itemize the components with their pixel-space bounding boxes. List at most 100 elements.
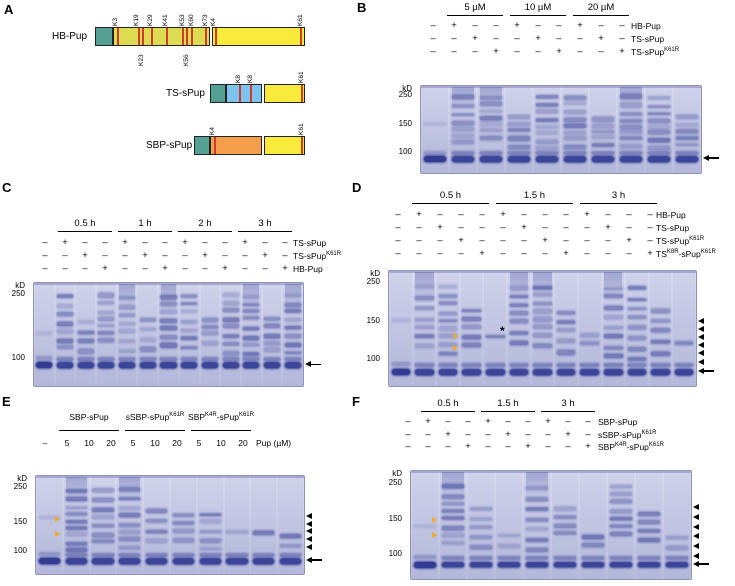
protein-band	[98, 362, 115, 369]
panel-f-label: F	[352, 394, 360, 409]
protein-band	[253, 553, 275, 557]
protein-band	[479, 95, 503, 100]
condition-sign: –	[598, 20, 604, 31]
condition-sign: +	[242, 237, 248, 248]
gel-lane	[578, 271, 601, 386]
condition-label: HB-Pup	[631, 21, 661, 31]
protein-band	[243, 316, 260, 320]
protein-band	[119, 553, 141, 557]
protein-band	[507, 136, 531, 141]
gel-lane	[390, 271, 412, 386]
protein-band	[619, 130, 643, 134]
lysine-label-top: K8	[234, 75, 242, 83]
condition-sign: +	[182, 237, 188, 248]
protein-band	[172, 513, 195, 517]
protein-band	[451, 121, 475, 125]
gel-lane	[221, 283, 240, 386]
protein-band	[181, 295, 198, 298]
protein-band	[160, 302, 177, 307]
group-underline	[59, 430, 119, 431]
protein-band	[263, 347, 280, 353]
condition-sign: +	[556, 46, 562, 57]
unmodified-protein-arrow	[703, 154, 720, 162]
condition-label: TS-sPupK61R	[293, 251, 341, 261]
protein-band	[563, 151, 587, 155]
protein-band	[415, 318, 434, 322]
protein-band	[556, 328, 576, 332]
condition-sign: –	[162, 237, 168, 248]
protein-band	[507, 122, 531, 126]
protein-band	[441, 484, 465, 489]
protein-band	[423, 156, 447, 163]
protein-band	[675, 143, 699, 146]
condition-sign: –	[514, 46, 520, 57]
protein-band	[469, 562, 493, 568]
condition-sign: –	[500, 248, 506, 259]
protein-band	[619, 119, 643, 123]
protein-band	[533, 285, 552, 290]
condition-sign: –	[525, 428, 531, 440]
protein-band	[497, 562, 521, 568]
protein-band	[36, 362, 53, 369]
protein-band	[181, 357, 198, 361]
protein-band	[604, 353, 623, 358]
protein-band	[525, 556, 549, 560]
arrow-tip	[693, 560, 699, 567]
group-underline	[125, 430, 185, 431]
protein-band	[553, 562, 577, 568]
protein-band	[284, 351, 301, 355]
protein-band	[201, 357, 218, 361]
protein-band	[139, 327, 156, 331]
label-superscript: K61R	[238, 412, 254, 419]
lysine-label-top: K4	[209, 18, 217, 26]
protein-band	[77, 339, 94, 344]
group-underline	[412, 203, 489, 204]
protein-band	[77, 357, 94, 361]
pupylated-band-arrowhead	[693, 523, 699, 530]
marker-150-kd: 150	[366, 315, 380, 325]
protein-band	[263, 323, 280, 328]
protein-band	[556, 321, 576, 324]
protein-band	[619, 94, 643, 99]
linker-segment	[113, 27, 210, 46]
highlight-arrowhead-yellow	[452, 332, 458, 339]
lane-concentration: 10	[216, 438, 226, 448]
condition-sign: –	[82, 263, 88, 274]
protein-band	[222, 293, 239, 298]
protein-band	[279, 558, 302, 564]
condition-sign: +	[222, 263, 228, 274]
protein-band	[181, 328, 198, 333]
lysine-label-top: K3	[111, 18, 119, 26]
protein-band	[462, 317, 481, 322]
gel-image-e	[35, 475, 305, 575]
protein-band	[65, 558, 87, 564]
protein-band	[591, 117, 615, 122]
protein-band	[651, 319, 670, 323]
condition-sign: –	[542, 248, 548, 259]
condition-sign: –	[563, 235, 569, 246]
lysine-label-top: K8	[246, 75, 254, 83]
group-underline	[496, 203, 573, 204]
protein-band	[604, 363, 623, 367]
arrow-tip	[698, 368, 704, 375]
protein-band	[533, 301, 552, 306]
gel-lane	[63, 476, 89, 574]
condition-sign: +	[619, 46, 625, 57]
protein-band	[553, 531, 577, 535]
marker-100-kd: 100	[388, 549, 402, 559]
condition-sign: –	[62, 263, 68, 274]
protein-band	[415, 334, 434, 338]
condition-label: TS-sPup	[293, 238, 326, 248]
protein-band	[65, 541, 87, 546]
protein-band	[415, 307, 434, 310]
protein-band	[56, 304, 74, 309]
condition-sign: +	[282, 263, 288, 274]
protein-band	[563, 156, 587, 162]
protein-band	[479, 136, 503, 141]
condition-sign: –	[565, 441, 571, 452]
protein-band	[509, 369, 529, 375]
protein-band	[199, 553, 221, 557]
condition-sign: –	[584, 235, 590, 246]
lysine-stripe	[142, 28, 145, 45]
pupylated-band-arrowhead	[698, 342, 704, 349]
